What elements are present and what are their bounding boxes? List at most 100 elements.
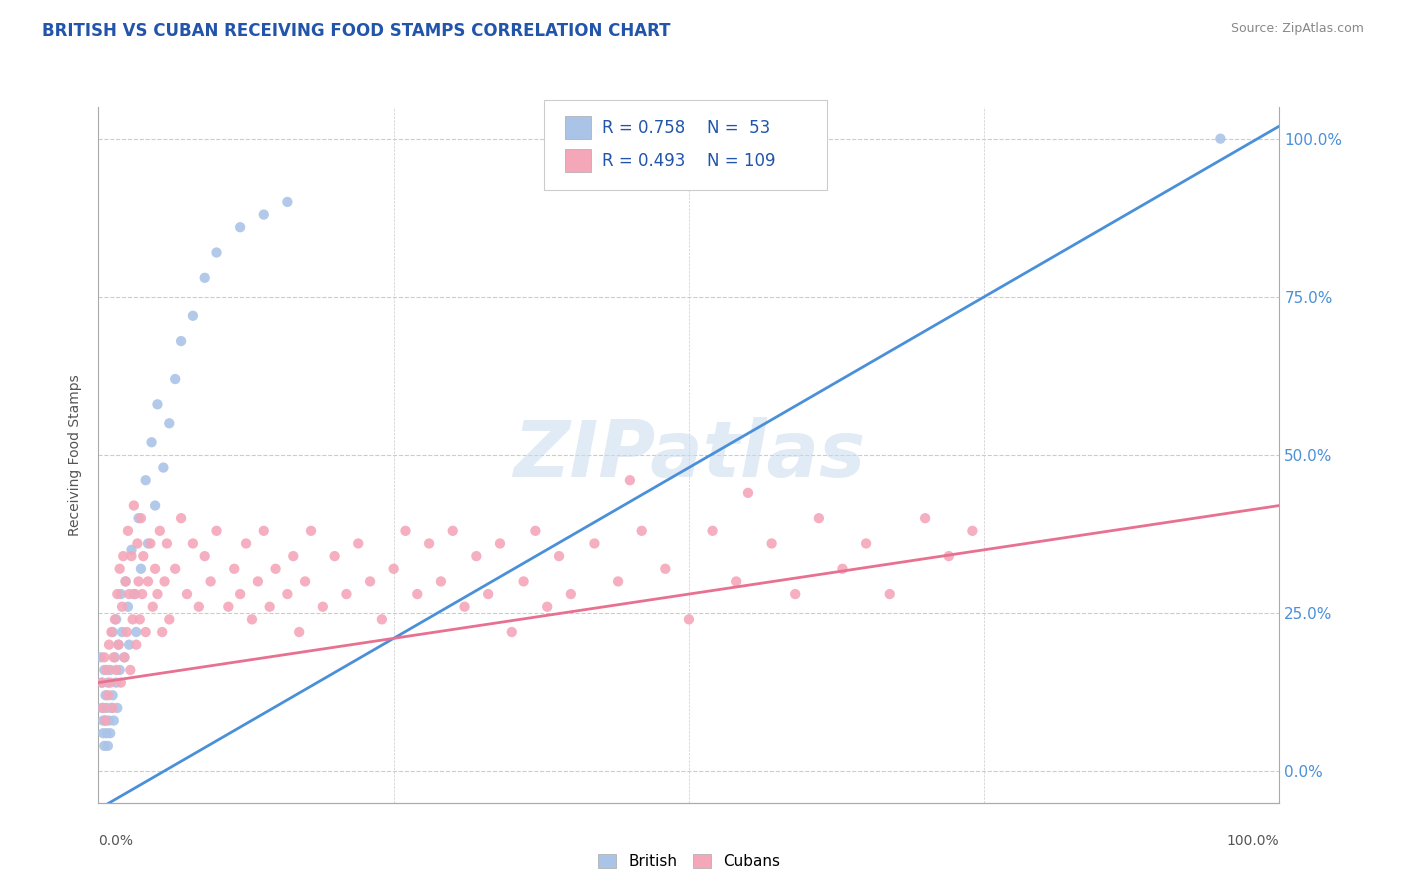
- Point: [127, 536, 149, 550]
- Point: [101, 701, 124, 715]
- Point: [101, 688, 124, 702]
- Point: [276, 587, 298, 601]
- Text: BRITISH VS CUBAN RECEIVING FOOD STAMPS CORRELATION CHART: BRITISH VS CUBAN RECEIVING FOOD STAMPS C…: [42, 22, 671, 40]
- Point: [93, 650, 115, 665]
- Point: [142, 599, 165, 614]
- Point: [235, 536, 257, 550]
- Point: [121, 542, 143, 557]
- Point: [105, 612, 128, 626]
- Point: [1209, 131, 1232, 145]
- Point: [938, 549, 960, 563]
- Point: [831, 562, 853, 576]
- Point: [91, 701, 114, 715]
- Point: [418, 536, 440, 550]
- Point: [170, 334, 193, 348]
- Point: [240, 612, 263, 626]
- Point: [93, 739, 115, 753]
- Point: [962, 524, 984, 538]
- Text: N = 109: N = 109: [707, 152, 776, 169]
- Point: [187, 599, 209, 614]
- Point: [157, 612, 180, 626]
- Point: [108, 562, 131, 576]
- Point: [112, 650, 135, 665]
- Point: [253, 524, 276, 538]
- Point: [129, 511, 152, 525]
- Point: [149, 524, 172, 538]
- Point: [91, 675, 114, 690]
- Point: [217, 599, 239, 614]
- Point: [855, 536, 877, 550]
- Point: [94, 714, 117, 728]
- Legend: British, Cubans: British, Cubans: [592, 847, 786, 875]
- Point: [264, 562, 287, 576]
- Point: [152, 460, 174, 475]
- Point: [276, 194, 298, 209]
- Point: [524, 524, 547, 538]
- Point: [453, 599, 475, 614]
- Point: [114, 574, 136, 589]
- Point: [105, 701, 128, 715]
- Point: [91, 714, 114, 728]
- Point: [103, 650, 125, 665]
- Point: [107, 638, 129, 652]
- Point: [132, 549, 155, 563]
- Point: [115, 625, 138, 640]
- Point: [100, 625, 122, 640]
- Point: [100, 701, 122, 715]
- Point: [229, 220, 252, 235]
- Point: [283, 549, 305, 563]
- Point: [465, 549, 488, 563]
- Point: [394, 524, 416, 538]
- Point: [91, 675, 114, 690]
- Point: [122, 499, 145, 513]
- Point: [312, 599, 335, 614]
- Point: [118, 638, 141, 652]
- Point: [259, 599, 281, 614]
- Point: [143, 562, 166, 576]
- Point: [181, 309, 204, 323]
- Point: [143, 499, 166, 513]
- Point: [110, 675, 132, 690]
- Point: [97, 739, 120, 753]
- Point: [112, 549, 135, 563]
- Point: [94, 688, 117, 702]
- Point: [441, 524, 464, 538]
- Point: [156, 536, 179, 550]
- Point: [97, 675, 120, 690]
- Point: [194, 270, 217, 285]
- Point: [136, 574, 159, 589]
- Point: [131, 587, 153, 601]
- Text: N =  53: N = 53: [707, 119, 770, 136]
- Point: [98, 714, 121, 728]
- Point: [157, 417, 180, 431]
- Point: [98, 726, 121, 740]
- Point: [536, 599, 558, 614]
- Point: [165, 562, 187, 576]
- Text: 0.0%: 0.0%: [98, 834, 134, 848]
- Point: [111, 625, 134, 640]
- Point: [181, 536, 204, 550]
- Point: [139, 536, 162, 550]
- Point: [125, 638, 148, 652]
- Point: [91, 701, 114, 715]
- Point: [489, 536, 512, 550]
- Point: [118, 587, 141, 601]
- Point: [117, 599, 139, 614]
- Point: [96, 726, 118, 740]
- Text: R = 0.758: R = 0.758: [602, 119, 685, 136]
- Point: [914, 511, 936, 525]
- Point: [110, 587, 132, 601]
- Point: [128, 574, 150, 589]
- Point: [477, 587, 499, 601]
- Point: [299, 524, 322, 538]
- Point: [112, 650, 135, 665]
- Point: [630, 524, 652, 538]
- Point: [129, 562, 152, 576]
- Point: [128, 612, 150, 626]
- Point: [146, 397, 169, 411]
- Point: [323, 549, 346, 563]
- Point: [678, 612, 700, 626]
- Point: [91, 726, 114, 740]
- Text: 100.0%: 100.0%: [1227, 834, 1279, 848]
- Point: [359, 574, 381, 589]
